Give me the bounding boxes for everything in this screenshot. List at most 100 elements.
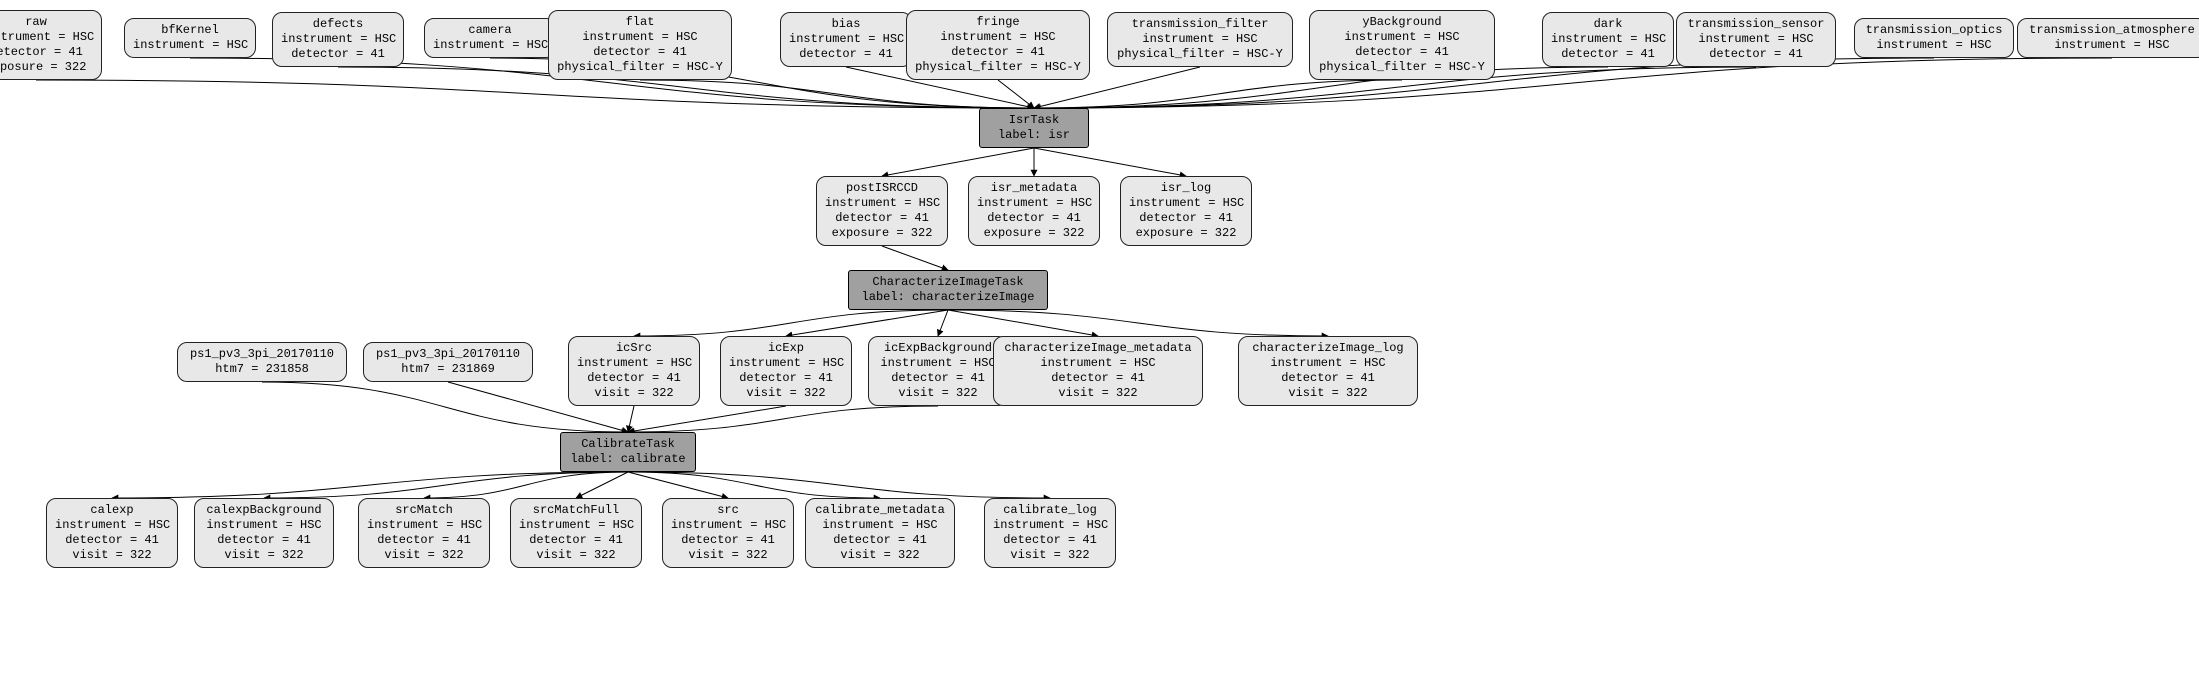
node-line: detector = 41 <box>1129 211 1243 226</box>
node-line: calibrate_log <box>993 503 1107 518</box>
node-line: instrument = HSC <box>1551 32 1665 47</box>
edge <box>1034 80 1402 108</box>
edge <box>628 472 728 498</box>
data-node-bfKernel: bfKernelinstrument = HSC <box>124 18 256 58</box>
node-line: instrument = HSC <box>671 518 785 533</box>
node-line: instrument = HSC <box>433 38 547 53</box>
node-line: detector = 41 <box>789 47 903 62</box>
node-line: exposure = 322 <box>977 226 1091 241</box>
task-node-CharacterizeImageTask: CharacterizeImageTasklabel: characterize… <box>848 270 1048 310</box>
node-line: icSrc <box>577 341 691 356</box>
node-line: fringe <box>915 15 1081 30</box>
data-node-isr_metadata: isr_metadatainstrument = HSCdetector = 4… <box>968 176 1100 246</box>
data-node-dark: darkinstrument = HSCdetector = 41 <box>1542 12 1674 67</box>
node-line: instrument = HSC <box>915 30 1081 45</box>
node-line: detector = 41 <box>557 45 723 60</box>
edge <box>948 310 1328 336</box>
node-line: visit = 322 <box>519 548 633 563</box>
data-node-srcMatchFull: srcMatchFullinstrument = HSCdetector = 4… <box>510 498 642 568</box>
node-line: detector = 41 <box>577 371 691 386</box>
node-line: label: characterizeImage <box>857 290 1039 305</box>
node-line: srcMatch <box>367 503 481 518</box>
node-line: instrument = HSC <box>977 196 1091 211</box>
edge <box>36 80 1034 108</box>
node-line: CharacterizeImageTask <box>857 275 1039 290</box>
node-line: detector = 41 <box>814 533 946 548</box>
edge <box>640 80 1034 108</box>
node-line: instrument = HSC <box>577 356 691 371</box>
node-line: detector = 41 <box>671 533 785 548</box>
node-line: detector = 41 <box>0 45 93 60</box>
node-line: detector = 41 <box>1685 47 1827 62</box>
data-node-yBackground: yBackgroundinstrument = HSCdetector = 41… <box>1309 10 1495 80</box>
node-line: IsrTask <box>988 113 1080 128</box>
edge <box>1034 148 1186 176</box>
node-line: raw <box>0 15 93 30</box>
node-line: physical_filter = HSC-Y <box>915 60 1081 75</box>
node-line: visit = 322 <box>671 548 785 563</box>
node-line: physical_filter = HSC-Y <box>1318 60 1486 75</box>
data-node-src: srcinstrument = HSCdetector = 41visit = … <box>662 498 794 568</box>
node-line: label: calibrate <box>569 452 687 467</box>
node-line: transmission_sensor <box>1685 17 1827 32</box>
data-node-ps1a: ps1_pv3_3pi_20170110htm7 = 231858 <box>177 342 347 382</box>
node-line: visit = 322 <box>993 548 1107 563</box>
edge <box>424 472 628 498</box>
data-node-icExpBackground: icExpBackgroundinstrument = HSCdetector … <box>868 336 1008 406</box>
node-line: calexpBackground <box>203 503 325 518</box>
node-line: detector = 41 <box>281 47 395 62</box>
node-line: visit = 322 <box>1247 386 1409 401</box>
node-line: calexp <box>55 503 169 518</box>
data-node-flat: flatinstrument = HSCdetector = 41physica… <box>548 10 732 80</box>
node-line: transmission_filter <box>1116 17 1284 32</box>
data-node-char_log: characterizeImage_loginstrument = HSCdet… <box>1238 336 1418 406</box>
node-line: calibrate_metadata <box>814 503 946 518</box>
data-node-transmission_filter: transmission_filterinstrument = HSCphysi… <box>1107 12 1293 67</box>
data-node-char_meta: characterizeImage_metadatainstrument = H… <box>993 336 1203 406</box>
node-line: detector = 41 <box>729 371 843 386</box>
node-line: CalibrateTask <box>569 437 687 452</box>
node-line: flat <box>557 15 723 30</box>
edge <box>628 406 786 432</box>
node-line: transmission_atmosphere <box>2026 23 2198 38</box>
node-line: detector = 41 <box>915 45 1081 60</box>
data-node-calibrate_log: calibrate_loginstrument = HSCdetector = … <box>984 498 1116 568</box>
node-line: ps1_pv3_3pi_20170110 <box>372 347 524 362</box>
node-line: visit = 322 <box>577 386 691 401</box>
node-line: detector = 41 <box>977 211 1091 226</box>
edge <box>948 310 1098 336</box>
edge <box>628 406 634 432</box>
node-line: postISRCCD <box>825 181 939 196</box>
node-line: icExpBackground <box>877 341 999 356</box>
node-line: bfKernel <box>133 23 247 38</box>
node-line: visit = 322 <box>203 548 325 563</box>
data-node-icExp: icExpinstrument = HSCdetector = 41visit … <box>720 336 852 406</box>
node-line: icExp <box>729 341 843 356</box>
edge <box>882 246 948 270</box>
node-line: instrument = HSC <box>789 32 903 47</box>
node-line: detector = 41 <box>1247 371 1409 386</box>
data-node-raw: rawinstrument = HSCdetector = 41exposure… <box>0 10 102 80</box>
node-line: defects <box>281 17 395 32</box>
node-line: srcMatchFull <box>519 503 633 518</box>
node-line: detector = 41 <box>877 371 999 386</box>
data-node-transmission_atmosphere: transmission_atmosphereinstrument = HSC <box>2017 18 2199 58</box>
data-node-camera: camerainstrument = HSC <box>424 18 556 58</box>
edge <box>786 310 948 336</box>
node-line: label: isr <box>988 128 1080 143</box>
node-line: visit = 322 <box>729 386 843 401</box>
data-node-icSrc: icSrcinstrument = HSCdetector = 41visit … <box>568 336 700 406</box>
node-line: instrument = HSC <box>993 518 1107 533</box>
task-node-IsrTask: IsrTasklabel: isr <box>979 108 1089 148</box>
node-line: detector = 41 <box>993 533 1107 548</box>
node-line: camera <box>433 23 547 38</box>
node-line: characterizeImage_metadata <box>1002 341 1194 356</box>
node-line: exposure = 322 <box>0 60 93 75</box>
node-line: transmission_optics <box>1863 23 2005 38</box>
data-node-isr_log: isr_loginstrument = HSCdetector = 41expo… <box>1120 176 1252 246</box>
node-line: instrument = HSC <box>877 356 999 371</box>
edge <box>112 472 628 498</box>
node-line: dark <box>1551 17 1665 32</box>
node-line: instrument = HSC <box>0 30 93 45</box>
data-node-defects: defectsinstrument = HSCdetector = 41 <box>272 12 404 67</box>
